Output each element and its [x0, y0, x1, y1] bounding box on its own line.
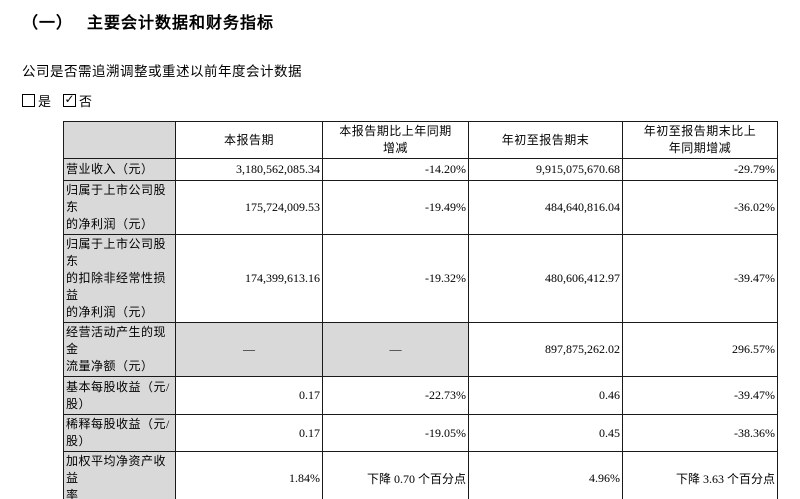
value-cell: 175,724,009.53: [175, 180, 323, 235]
restatement-options: 是 ✓ 否: [0, 80, 800, 110]
value-cell: 484,640,816.04: [468, 180, 623, 235]
value-cell: -19.49%: [322, 180, 469, 235]
value-cell: -39.47%: [622, 234, 778, 323]
option-yes: 是: [22, 91, 51, 110]
col-header-current-period: 本报告期: [175, 121, 323, 159]
value-cell: -38.36%: [622, 414, 778, 452]
table-row-basic-eps: 基本每股收益（元/ 股） 0.17 -22.73% 0.46 -39.47%: [63, 376, 778, 415]
key-indicators-table: 本报告期 本报告期比上年同期 增减 年初至报告期末 年初至报告期末比上 年同期增…: [63, 121, 778, 499]
table-row-weighted-avg-roe: 加权平均净资产收益 率 1.84% 下降 0.70 个百分点 4.96% 下降 …: [63, 451, 778, 499]
value-cell: 下降 0.70 个百分点: [322, 451, 469, 499]
value-cell: 174,399,613.16: [175, 234, 323, 323]
value-cell: -36.02%: [622, 180, 778, 235]
value-cell: 0.45: [468, 414, 623, 452]
row-label: 归属于上市公司股东 的净利润（元）: [63, 180, 176, 235]
table-row-net-profit: 归属于上市公司股东 的净利润（元） 175,724,009.53 -19.49%…: [63, 180, 778, 235]
value-cell-na: —: [322, 322, 469, 377]
value-cell: 296.57%: [622, 322, 778, 377]
value-cell: -22.73%: [322, 376, 469, 415]
table-header-row-period: 本报告期 本报告期比上年同期 增减 年初至报告期末 年初至报告期末比上 年同期增…: [63, 121, 778, 159]
value-cell: -19.32%: [322, 234, 469, 323]
table-row-operating-cash-flow: 经营活动产生的现金 流量净额（元） — — 897,875,262.02 296…: [63, 322, 778, 377]
col-header-ytd: 年初至报告期末: [468, 121, 623, 159]
value-cell: -14.20%: [322, 158, 469, 181]
restatement-question: 公司是否需追溯调整或重述以前年度会计数据: [22, 64, 302, 79]
value-cell: 9,915,075,670.68: [468, 158, 623, 181]
option-no-label: 否: [79, 94, 93, 109]
table-row-net-profit-excl-nonrecurring: 归属于上市公司股东 的扣除非经常性损益 的净利润（元） 174,399,613.…: [63, 234, 778, 323]
value-cell: 0.17: [175, 414, 323, 452]
checkbox-checked-icon: ✓: [63, 92, 77, 107]
value-cell: -39.47%: [622, 376, 778, 415]
value-cell: 1.84%: [175, 451, 323, 499]
value-cell: 0.17: [175, 376, 323, 415]
option-no: ✓ 否: [63, 91, 92, 110]
value-cell: 3,180,562,085.34: [175, 158, 323, 181]
section-heading: （一） 主要会计数据和财务指标: [0, 0, 800, 33]
row-label: 基本每股收益（元/ 股）: [63, 376, 176, 415]
checkbox-unchecked-icon: [22, 94, 35, 107]
row-label: 经营活动产生的现金 流量净额（元）: [63, 322, 176, 377]
value-cell: -19.05%: [322, 414, 469, 452]
row-label: 营业收入（元）: [63, 158, 176, 181]
value-cell: 480,606,412.97: [468, 234, 623, 323]
section-number: （一）: [22, 15, 74, 32]
col-header-yoy-change: 本报告期比上年同期 增减: [322, 121, 469, 159]
value-cell: -29.79%: [622, 158, 778, 181]
value-cell: 下降 3.63 个百分点: [622, 451, 778, 499]
col-header-ytd-yoy-change: 年初至报告期末比上 年同期增减: [622, 121, 778, 159]
table-row-revenue: 营业收入（元） 3,180,562,085.34 -14.20% 9,915,0…: [63, 158, 778, 181]
row-label: 稀释每股收益（元/ 股）: [63, 414, 176, 452]
section-title: 主要会计数据和财务指标: [87, 15, 275, 32]
value-cell: 4.96%: [468, 451, 623, 499]
header-empty-cell: [63, 121, 176, 159]
table-row-diluted-eps: 稀释每股收益（元/ 股） 0.17 -19.05% 0.45 -38.36%: [63, 414, 778, 452]
value-cell-na: —: [175, 322, 323, 377]
value-cell: 897,875,262.02: [468, 322, 623, 377]
option-yes-label: 是: [38, 94, 52, 109]
row-label: 加权平均净资产收益 率: [63, 451, 176, 499]
row-label: 归属于上市公司股东 的扣除非经常性损益 的净利润（元）: [63, 234, 176, 323]
value-cell: 0.46: [468, 376, 623, 415]
